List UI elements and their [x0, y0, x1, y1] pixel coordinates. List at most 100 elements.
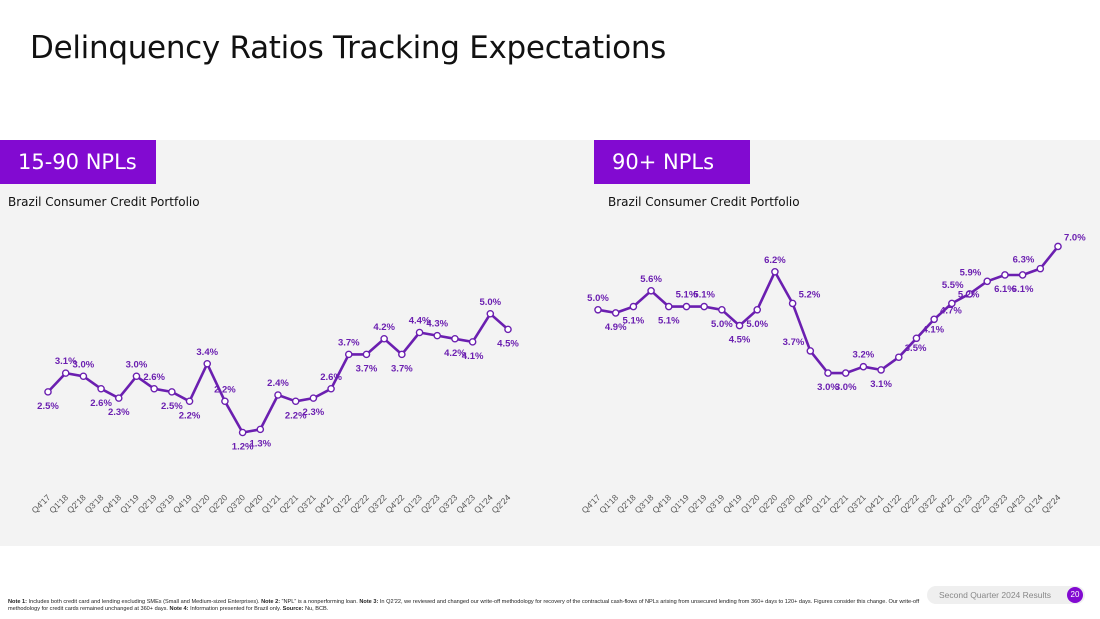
x-tick-label: Q3'19 [703, 492, 726, 515]
data-label: 5.5% [942, 280, 964, 291]
source-text: Nu, BCB. [303, 605, 329, 612]
x-tick-label: Q1'22 [330, 492, 353, 515]
x-tick-label: Q4'20 [792, 492, 815, 515]
data-point [344, 350, 353, 359]
data-point [451, 334, 459, 343]
x-tick-label: Q4'17 [579, 492, 602, 515]
data-point [965, 290, 974, 298]
x-tick-label: Q4'23 [1004, 492, 1027, 515]
data-label: 3.0% [73, 359, 95, 370]
data-point [700, 302, 708, 311]
x-tick-label: Q2'18 [615, 492, 638, 515]
data-point [735, 321, 744, 330]
x-tick-label: Q1'20 [189, 492, 212, 515]
source-label: Source: [282, 605, 304, 612]
data-point [1018, 271, 1027, 279]
x-tick-label: Q3'20 [774, 492, 797, 515]
x-tick-label: Q4'18 [100, 492, 123, 515]
data-point [841, 369, 850, 377]
x-tick-label: Q2'24 [1039, 492, 1062, 515]
footnote: Note 1: Includes both credit card and le… [8, 599, 928, 613]
data-label: 6.1% [994, 284, 1016, 295]
data-point [185, 397, 194, 406]
note1-text: Includes both credit card and lending ex… [26, 599, 262, 605]
note2-label: Note 2: [261, 599, 281, 605]
x-tick-label: Q3'23 [986, 492, 1009, 515]
data-point [221, 397, 229, 406]
data-point [97, 384, 105, 393]
data-point [877, 366, 885, 374]
x-tick-label: Q1'21 [809, 492, 832, 515]
x-tick-label: Q2'21 [277, 492, 300, 515]
x-tick-label: Q4'18 [650, 492, 673, 515]
data-point [168, 388, 176, 396]
npl-15-90-tag: 15-90 NPLs [0, 140, 156, 184]
x-tick-label: Q1'18 [597, 492, 620, 515]
data-point [132, 372, 141, 381]
page-number: 20 [1067, 587, 1083, 603]
data-label: 3.5% [905, 343, 927, 354]
data-point [309, 394, 318, 402]
data-label: 2.6% [320, 372, 342, 383]
data-label: 4.1% [922, 324, 944, 335]
data-point [930, 315, 938, 324]
x-tick-label: Q2'18 [65, 492, 88, 515]
data-point [824, 369, 832, 377]
data-point [983, 277, 992, 286]
note1-label: Note 1: [8, 599, 27, 605]
note4-text: Information presented for Brazil only. [188, 605, 283, 612]
report-badge: Second Quarter 2024 Results 20 [927, 586, 1085, 604]
data-point [1036, 264, 1045, 273]
data-point [682, 302, 691, 311]
data-point [629, 302, 638, 311]
data-label: 3.7% [356, 363, 378, 374]
data-label: 4.4% [409, 316, 431, 327]
data-point [771, 267, 779, 276]
x-tick-label: Q1'18 [47, 492, 70, 515]
data-label: 6.3% [1013, 255, 1035, 266]
x-tick-label: Q1'19 [118, 492, 141, 515]
data-point [238, 428, 247, 437]
data-label: 6.1% [1012, 284, 1034, 295]
data-point [114, 394, 123, 402]
data-point [894, 353, 903, 362]
x-tick-label: Q2'24 [489, 492, 512, 515]
data-label: 6.2% [764, 255, 786, 266]
data-label: 3.0% [835, 382, 857, 393]
x-tick-label: Q4'23 [454, 492, 477, 515]
data-label: 1.3% [249, 438, 271, 449]
npl-90-plus-tag: 90+ NPLs [594, 140, 750, 184]
chart-1-group: 2.5%3.1%3.0%2.6%2.3%3.0%2.6%2.5%2.2%3.4%… [29, 297, 519, 516]
data-point [398, 350, 406, 359]
x-tick-label: Q1'24 [1022, 492, 1045, 515]
data-point [44, 388, 52, 396]
data-point [664, 302, 673, 311]
data-point [611, 309, 620, 317]
data-label: 3.0% [126, 359, 148, 370]
page-title: Delinquency Ratios Tracking Expectations [30, 30, 667, 66]
x-tick-label: Q4'20 [242, 492, 265, 515]
x-tick-label: Q2'22 [348, 492, 371, 515]
data-label: 5.0% [479, 297, 501, 308]
chart-panel-background [0, 140, 1100, 546]
data-point [718, 305, 726, 314]
data-label: 4.2% [444, 348, 466, 359]
data-point [912, 334, 921, 343]
npl-15-90-subtitle: Brazil Consumer Credit Portfolio [8, 195, 200, 209]
data-point [79, 372, 88, 381]
data-label: 2.2% [285, 410, 307, 421]
data-label: 3.0% [817, 382, 839, 393]
data-label: 2.6% [143, 372, 165, 383]
data-point [415, 328, 424, 337]
x-tick-label: Q4'19 [171, 492, 194, 515]
x-tick-label: Q3'18 [633, 492, 656, 515]
note3-text: In Q2’22, we reviewed and changed our wr… [8, 599, 920, 612]
data-point [594, 305, 602, 314]
data-label: 5.9% [960, 267, 982, 278]
data-label: 4.7% [940, 305, 962, 316]
x-tick-label: Q3'21 [295, 492, 318, 515]
note2-text: “NPL” is a nonperforming loan. [280, 599, 360, 605]
data-point [647, 286, 655, 295]
data-label: 5.1% [676, 290, 698, 301]
x-tick-label: Q2'19 [136, 492, 159, 515]
